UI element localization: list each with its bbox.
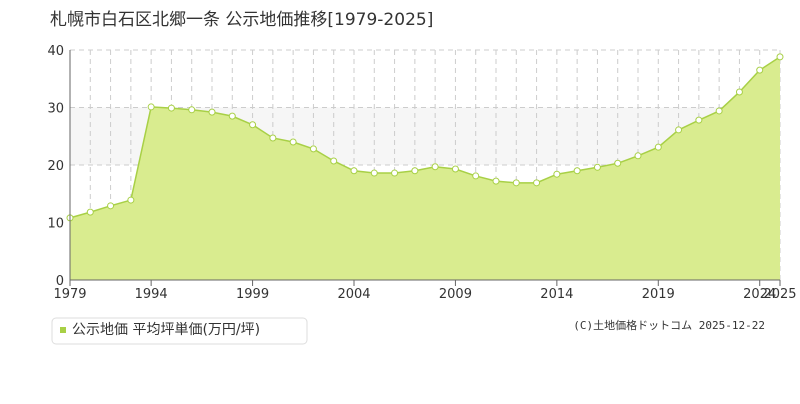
point	[86, 208, 94, 216]
point	[614, 159, 622, 167]
x-tick-label: 1979	[53, 287, 86, 302]
point	[715, 107, 723, 115]
point	[208, 108, 216, 116]
point	[431, 163, 439, 171]
point	[512, 179, 520, 187]
point	[695, 116, 703, 124]
point	[289, 138, 297, 146]
point	[593, 163, 601, 171]
point	[167, 104, 175, 112]
point	[492, 177, 500, 185]
point	[553, 170, 561, 178]
x-tick-label: 2009	[439, 287, 472, 302]
point	[330, 157, 338, 165]
point	[756, 66, 764, 74]
point	[634, 152, 642, 160]
point	[127, 196, 135, 204]
point	[533, 179, 541, 187]
point	[309, 145, 317, 153]
point	[188, 106, 196, 114]
y-tick-label: 30	[47, 102, 64, 117]
point	[107, 202, 115, 210]
point	[228, 112, 236, 120]
point	[370, 169, 378, 177]
point	[573, 167, 581, 175]
x-tick-label: 2014	[540, 287, 573, 302]
x-tick-label: 1999	[236, 287, 269, 302]
legend-box	[51, 317, 308, 345]
x-tick-label: 2025	[763, 287, 796, 302]
point	[675, 126, 683, 134]
y-tick-label: 40	[47, 44, 64, 59]
point	[249, 121, 257, 129]
legend-label: 公示地価 平均坪単価(万円/坪)	[72, 322, 260, 338]
point	[735, 88, 743, 96]
point	[776, 53, 784, 61]
point	[391, 169, 399, 177]
y-tick-label: 0	[56, 274, 64, 289]
x-tick-label: 2024	[743, 287, 776, 302]
x-tick-label: 1994	[135, 287, 168, 302]
point	[147, 103, 155, 111]
point	[654, 143, 662, 151]
copyright: (C)土地価格ドットコム 2025-12-22	[573, 318, 765, 332]
x-tick-label: 2019	[642, 287, 675, 302]
point	[451, 165, 459, 173]
point	[269, 134, 277, 142]
y-tick-label: 10	[47, 217, 64, 232]
chart-title: 札幌市白石区北郷一条 公示地価推移[1979-2025]	[50, 10, 433, 30]
legend-swatch	[60, 327, 66, 333]
y-tick-label: 20	[47, 159, 64, 174]
point	[411, 167, 419, 175]
area	[70, 56, 780, 281]
point	[472, 172, 480, 180]
x-tick-label: 2004	[337, 287, 370, 302]
point	[350, 167, 358, 175]
